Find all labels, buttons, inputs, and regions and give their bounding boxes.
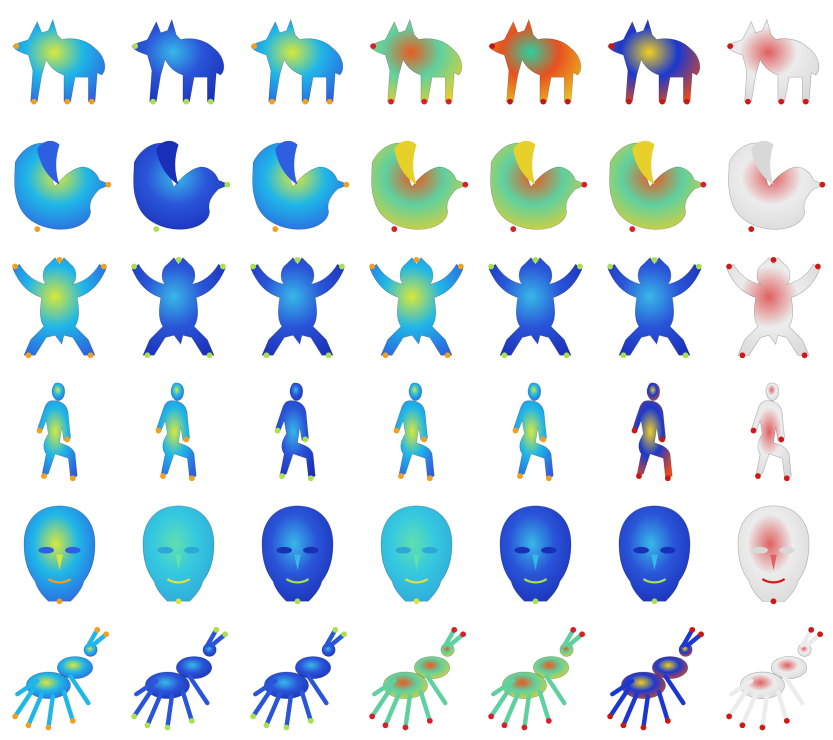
- duck-render-svg: [133, 141, 231, 233]
- wolf-render-svg: [607, 18, 701, 105]
- bear-render-svg: [131, 256, 226, 358]
- wolf-render-svg: [131, 18, 225, 105]
- shape-render-head-1: [4, 497, 115, 612]
- ant-render-svg: [607, 626, 705, 731]
- shape-render-bear-3: [242, 251, 353, 366]
- shape-render-seated-figure-2: [123, 374, 234, 489]
- shape-render-wolf-3: [242, 4, 353, 119]
- shape-render-duck-7: [718, 127, 829, 242]
- shape-render-bear-6: [599, 251, 710, 366]
- head-render-svg: [380, 505, 453, 605]
- shape-render-seated-figure-5: [480, 374, 591, 489]
- bear-render-svg: [12, 256, 107, 358]
- wolf-render-svg: [488, 18, 582, 105]
- shape-render-duck-3: [242, 127, 353, 242]
- ant-render-svg: [12, 626, 110, 731]
- wolf-render-svg: [12, 18, 106, 105]
- head-render-svg: [142, 505, 215, 605]
- shape-render-ant-6: [599, 621, 710, 736]
- shape-render-ant-1: [4, 621, 115, 736]
- duck-render-svg: [609, 141, 707, 233]
- bear-render-svg: [726, 256, 821, 358]
- shape-render-seated-figure-4: [361, 374, 472, 489]
- shape-render-bear-1: [4, 251, 115, 366]
- shape-render-head-6: [599, 497, 710, 612]
- seated-figure-render-svg: [393, 382, 435, 482]
- shape-render-wolf-4: [361, 4, 472, 119]
- bear-render-svg: [369, 256, 464, 358]
- duck-render-svg: [14, 141, 112, 233]
- bear-render-svg: [250, 256, 345, 358]
- bear-render-svg: [488, 256, 583, 358]
- shape-render-bear-4: [361, 251, 472, 366]
- shape-render-seated-figure-7: [718, 374, 829, 489]
- shape-render-bear-5: [480, 251, 591, 366]
- seated-figure-render-svg: [631, 382, 673, 482]
- shape-render-head-4: [361, 497, 472, 612]
- shape-render-ant-2: [123, 621, 234, 736]
- shape-render-seated-figure-6: [599, 374, 710, 489]
- shape-render-duck-6: [599, 127, 710, 242]
- shape-render-ant-7: [718, 621, 829, 736]
- shape-render-wolf-5: [480, 4, 591, 119]
- duck-render-svg: [252, 141, 350, 233]
- seated-figure-render-svg: [274, 382, 316, 482]
- shape-render-wolf-2: [123, 4, 234, 119]
- wolf-render-svg: [369, 18, 463, 105]
- shape-render-wolf-1: [4, 4, 115, 119]
- shape-render-duck-1: [4, 127, 115, 242]
- shape-render-head-7: [718, 497, 829, 612]
- shape-render-seated-figure-1: [4, 374, 115, 489]
- shape-render-head-2: [123, 497, 234, 612]
- head-render-svg: [499, 505, 572, 605]
- seated-figure-render-svg: [512, 382, 554, 482]
- seated-figure-render-svg: [36, 382, 78, 482]
- shape-render-wolf-6: [599, 4, 710, 119]
- head-render-svg: [261, 505, 334, 605]
- seated-figure-render-svg: [750, 382, 792, 482]
- ant-render-svg: [131, 626, 229, 731]
- shape-render-head-5: [480, 497, 591, 612]
- head-render-svg: [737, 505, 810, 605]
- ant-render-svg: [250, 626, 348, 731]
- duck-render-svg: [728, 141, 826, 233]
- head-render-svg: [618, 505, 691, 605]
- wolf-render-svg: [250, 18, 344, 105]
- shape-render-ant-5: [480, 621, 591, 736]
- duck-render-svg: [490, 141, 588, 233]
- shape-render-seated-figure-3: [242, 374, 353, 489]
- wolf-render-svg: [726, 18, 820, 105]
- duck-render-svg: [371, 141, 469, 233]
- ant-render-svg: [726, 626, 824, 731]
- bear-render-svg: [607, 256, 702, 358]
- shape-render-duck-4: [361, 127, 472, 242]
- shape-render-ant-3: [242, 621, 353, 736]
- seated-figure-render-svg: [155, 382, 197, 482]
- head-render-svg: [23, 505, 96, 605]
- shape-render-bear-2: [123, 251, 234, 366]
- shape-render-ant-4: [361, 621, 472, 736]
- ant-render-svg: [369, 626, 467, 731]
- shape-render-bear-7: [718, 251, 829, 366]
- ant-render-svg: [488, 626, 586, 731]
- shape-render-head-3: [242, 497, 353, 612]
- shape-render-duck-2: [123, 127, 234, 242]
- shape-render-duck-5: [480, 127, 591, 242]
- shape-render-wolf-7: [718, 4, 829, 119]
